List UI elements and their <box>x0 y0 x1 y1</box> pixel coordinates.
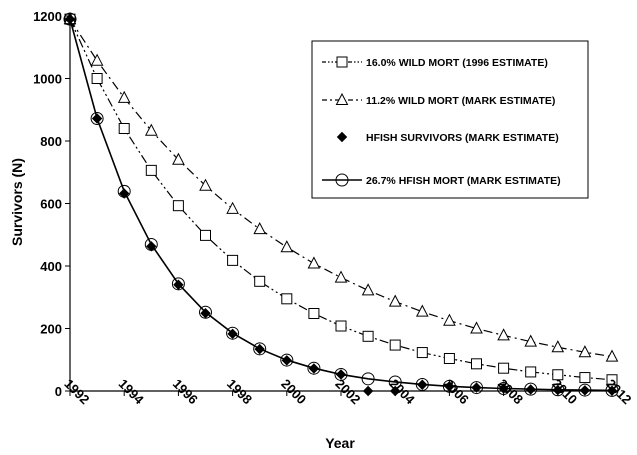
y-axis-title: Survivors (N) <box>9 158 25 246</box>
data-point <box>416 347 428 359</box>
y-tick-label: 600 <box>40 197 62 212</box>
data-point <box>307 256 321 269</box>
data-point <box>524 334 538 347</box>
x-tick-label: 1994 <box>116 376 148 408</box>
data-point <box>551 340 565 353</box>
data-point <box>117 90 131 103</box>
data-point <box>254 275 266 287</box>
data-point <box>470 321 483 334</box>
data-point <box>226 326 240 340</box>
data-point <box>361 283 375 296</box>
y-tick-label: 1000 <box>33 72 62 87</box>
series-line <box>69 18 613 358</box>
series-layer <box>63 12 619 397</box>
data-point <box>605 349 619 362</box>
data-point <box>470 381 483 395</box>
data-point <box>578 345 592 358</box>
y-tick-label: 1200 <box>33 9 62 24</box>
data-point <box>144 237 158 251</box>
data-point <box>171 277 185 291</box>
data-point <box>118 123 130 134</box>
data-point <box>227 254 239 266</box>
data-point <box>334 270 348 283</box>
data-point <box>308 308 320 319</box>
data-point <box>552 369 564 381</box>
data-point <box>605 383 619 397</box>
data-point <box>498 362 510 374</box>
data-point <box>280 353 294 367</box>
data-point <box>144 123 158 136</box>
legend: 16.0% WILD MORT (1996 ESTIMATE) 11.2% WIL… <box>311 40 589 199</box>
data-point <box>362 385 374 397</box>
legend-marker <box>335 92 349 105</box>
x-tick-label: 1992 <box>61 376 92 407</box>
data-point <box>443 313 456 326</box>
y-tick-label: 0 <box>55 384 62 399</box>
legend-label: 26.7% HFISH MORT (MARK ESTIMATE) <box>366 175 561 187</box>
data-point <box>334 367 348 381</box>
data-point <box>335 320 347 332</box>
x-axis-title: Year <box>325 435 355 451</box>
legend-marker <box>336 56 348 68</box>
data-point <box>524 382 538 396</box>
data-point <box>415 304 429 317</box>
data-point <box>253 342 267 356</box>
data-point <box>578 383 592 397</box>
legend-label: HFISH SURVIVORS (MARK ESTIMATE) <box>366 132 559 144</box>
data-point <box>497 328 510 341</box>
legend-marker <box>335 173 349 187</box>
series-line <box>69 18 613 392</box>
legend-label: 16.0% WILD MORT (1996 ESTIMATE) <box>366 57 548 69</box>
legend-box <box>311 40 589 199</box>
legend-entry: 16.0% WILD MORT (1996 ESTIMATE) <box>322 56 548 69</box>
data-point <box>63 12 77 26</box>
data-point <box>91 73 103 84</box>
data-point <box>280 240 294 253</box>
legend-entry: 26.7% HFISH MORT (MARK ESTIMATE) <box>322 173 561 187</box>
data-point <box>443 353 455 364</box>
data-point <box>388 375 402 389</box>
data-point <box>90 112 104 125</box>
y-tick-label: 200 <box>40 322 62 337</box>
data-point <box>525 366 537 378</box>
data-point <box>117 184 131 198</box>
data-point <box>172 152 185 165</box>
data-point <box>199 305 212 319</box>
y-tick-label: 800 <box>40 134 62 149</box>
data-point <box>579 372 591 384</box>
data-point <box>415 377 429 391</box>
data-point <box>307 361 321 375</box>
legend-marker <box>336 131 348 143</box>
data-point <box>361 372 375 386</box>
data-point <box>362 330 374 342</box>
legend-label: 11.2% WILD MORT (MARK ESTIMATE) <box>366 95 555 107</box>
data-point <box>389 339 401 351</box>
data-point <box>388 294 402 307</box>
data-point <box>281 293 293 305</box>
series-3 <box>63 12 619 397</box>
data-point <box>471 358 482 370</box>
series-2 <box>64 13 618 397</box>
legend-entry: 11.2% WILD MORT (MARK ESTIMATE) <box>322 92 555 107</box>
data-point <box>90 53 104 66</box>
legend-entry: HFISH SURVIVORS (MARK ESTIMATE) <box>336 131 559 144</box>
data-point <box>199 178 212 191</box>
data-point <box>172 200 184 212</box>
data-point <box>253 222 267 235</box>
data-point <box>226 201 239 214</box>
data-point <box>145 164 157 176</box>
series-0 <box>64 13 618 386</box>
data-point <box>200 229 211 241</box>
y-tick-label: 400 <box>40 259 62 274</box>
